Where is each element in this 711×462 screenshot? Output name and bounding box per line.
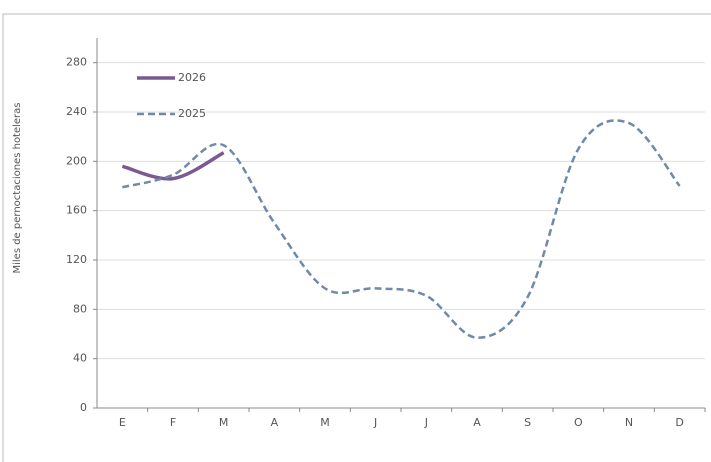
- x-tick-label: A: [473, 416, 481, 429]
- y-tick-label: 40: [73, 352, 87, 365]
- x-tick-label: J: [373, 416, 377, 429]
- frame: [2, 13, 711, 462]
- y-tick-label: 160: [66, 204, 87, 217]
- x-tick-label: J: [424, 416, 428, 429]
- legend-label: 2025: [178, 107, 206, 120]
- y-tick-label: 0: [80, 401, 87, 414]
- x-tick-label: D: [675, 416, 683, 429]
- x-tick-label: O: [574, 416, 583, 429]
- y-tick-label: 240: [66, 105, 87, 118]
- y-axis-label: Miles de pernoctaciones hoteleras: [12, 102, 23, 273]
- line-series: [121, 151, 225, 181]
- x-tick-label: S: [524, 416, 531, 429]
- x-tick-label: M: [320, 416, 330, 429]
- y-tick-label: 120: [66, 253, 87, 266]
- y-tick-label: 80: [73, 302, 87, 315]
- x-tick-label: A: [271, 416, 279, 429]
- y-tick-label: 200: [66, 154, 87, 167]
- line-series: [122, 119, 681, 339]
- x-tick-label: N: [625, 416, 633, 429]
- x-tick-label: F: [170, 416, 176, 429]
- x-tick-label: M: [219, 416, 229, 429]
- x-tick-label: E: [119, 416, 126, 429]
- legend-label: 2026: [178, 71, 206, 84]
- y-tick-label: 280: [66, 56, 87, 69]
